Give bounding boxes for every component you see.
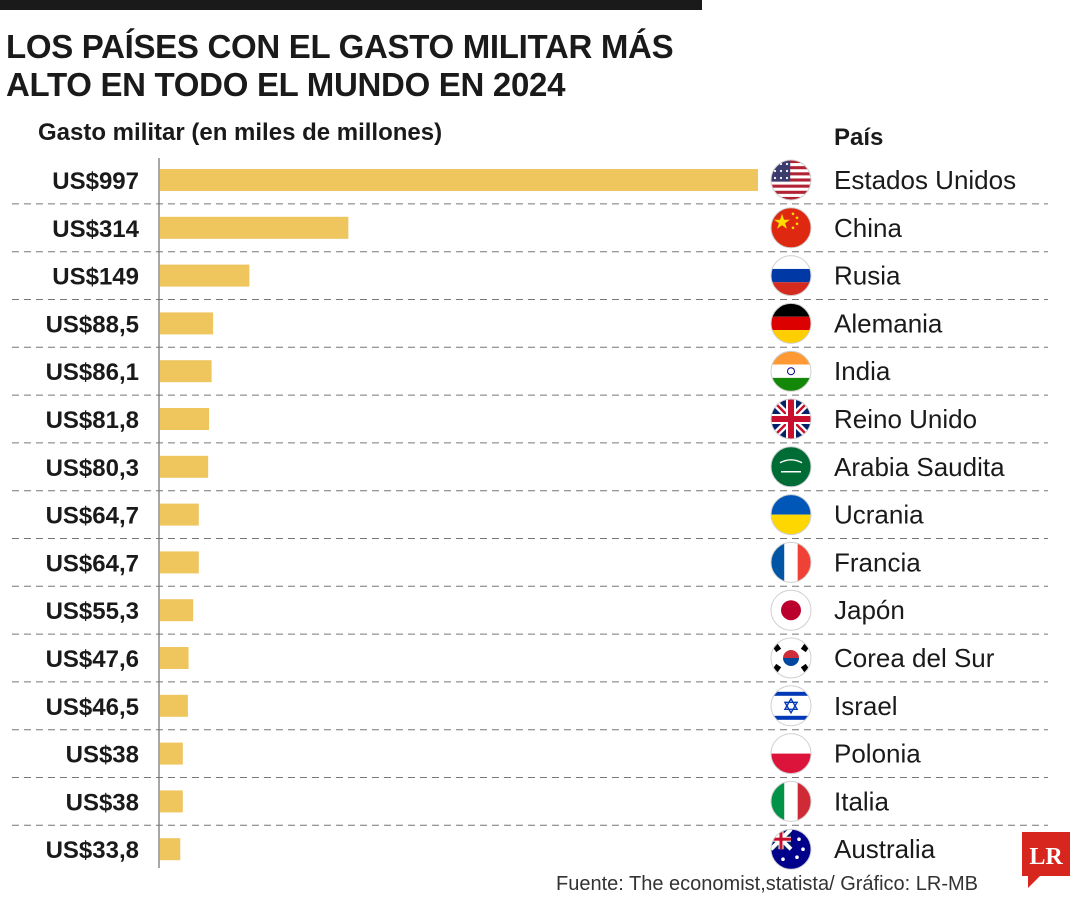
top-rule: [0, 0, 702, 10]
country-label: Rusia: [834, 261, 901, 291]
value-label: US$38: [66, 789, 139, 816]
country-label: Francia: [834, 547, 921, 577]
bar: [160, 216, 349, 239]
value-label: US$38: [66, 742, 139, 769]
value-label: US$314: [52, 216, 139, 243]
australia-flag-icon: [770, 828, 812, 870]
title-line-1: LOS PAÍSES CON EL GASTO MILITAR MÁS: [6, 28, 674, 65]
bar: [160, 360, 212, 383]
lr-logo: LR: [1022, 832, 1070, 888]
bar: [160, 264, 250, 287]
country-label: Japón: [834, 595, 905, 625]
bar: [160, 312, 214, 335]
poland-flag-icon: [770, 733, 812, 775]
country-label: Australia: [834, 834, 936, 864]
country-label: Corea del Sur: [834, 643, 995, 673]
israel-flag-icon: [770, 685, 812, 727]
value-label: US$55,3: [46, 598, 139, 625]
country-column-header: País: [834, 124, 884, 151]
value-label: US$149: [52, 264, 139, 291]
source-note: Fuente: The economist,statista/ Gráfico:…: [556, 873, 979, 895]
country-label: Italia: [834, 786, 889, 816]
value-label: US$64,7: [46, 503, 139, 530]
italy-flag-icon: [770, 780, 812, 822]
bar: [160, 503, 199, 526]
bar: [160, 790, 183, 813]
uk-flag-icon: [770, 398, 812, 440]
bar: [160, 742, 183, 765]
value-label: US$46,5: [46, 694, 139, 721]
france-flag-icon: [770, 541, 812, 583]
bar: [160, 647, 189, 669]
bar: [160, 408, 210, 430]
country-label: Arabia Saudita: [834, 452, 1005, 482]
bar: [160, 599, 194, 622]
value-label: US$997: [52, 168, 139, 195]
axis-title: Gasto militar (en miles de millones): [38, 119, 443, 146]
south-korea-flag-icon: [770, 637, 812, 679]
russia-flag-icon: [770, 255, 812, 297]
value-label: US$88,5: [46, 311, 139, 338]
germany-flag-icon: [770, 302, 812, 344]
usa-flag-icon: [770, 159, 812, 201]
country-label: Alemania: [834, 308, 943, 338]
title-line-2: ALTO EN TODO EL MUNDO EN 2024: [6, 66, 566, 103]
country-label: India: [834, 356, 891, 386]
bar: [160, 169, 758, 191]
country-label: Polonia: [834, 739, 921, 769]
ukraine-flag-icon: [770, 494, 812, 536]
country-label: Ucrania: [834, 500, 924, 530]
value-label: US$47,6: [46, 646, 139, 673]
value-label: US$33,8: [46, 837, 139, 864]
country-label: China: [834, 213, 902, 243]
country-label: Israel: [834, 691, 898, 721]
country-label: Estados Unidos: [834, 165, 1016, 195]
bar: [160, 838, 181, 861]
saudi-arabia-flag-icon: [770, 446, 812, 488]
bar: [160, 694, 188, 717]
chart-title: LOS PAÍSES CON EL GASTO MILITAR MÁS ALTO…: [6, 28, 726, 104]
country-label: Reino Unido: [834, 404, 977, 434]
japan-flag-icon: [770, 589, 812, 631]
india-flag-icon: [770, 350, 812, 392]
value-label: US$64,7: [46, 550, 139, 577]
bar: [160, 455, 209, 478]
bar: [160, 551, 199, 574]
value-label: US$80,3: [46, 455, 139, 482]
logo-text: LR: [1029, 844, 1063, 870]
value-label: US$81,8: [46, 407, 139, 434]
china-flag-icon: [770, 207, 812, 249]
value-label: US$86,1: [46, 359, 139, 386]
